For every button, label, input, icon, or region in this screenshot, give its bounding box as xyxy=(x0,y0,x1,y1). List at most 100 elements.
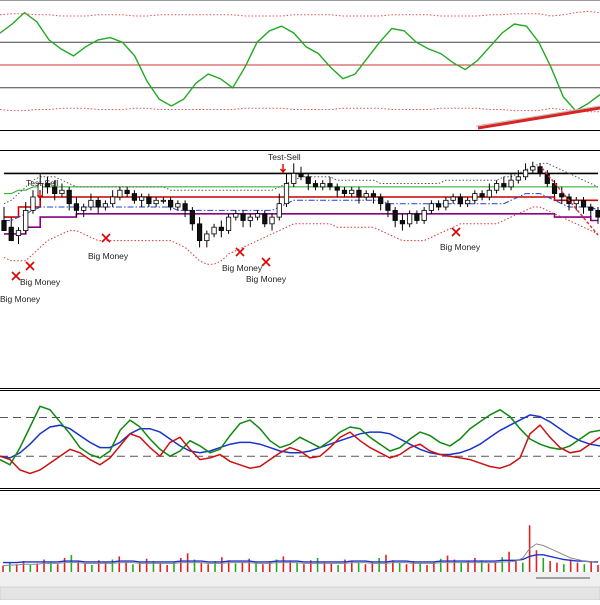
annotation-label: Big Money xyxy=(222,263,263,273)
candle-down xyxy=(436,203,442,208)
candle-up xyxy=(15,230,22,236)
candle-up xyxy=(102,203,109,208)
candle-up xyxy=(421,209,427,221)
candle-down xyxy=(218,226,224,231)
candle-down xyxy=(551,183,558,195)
candle-down xyxy=(559,193,565,198)
candle-down xyxy=(595,209,600,218)
oscillator-series-0 xyxy=(0,11,600,112)
candle-down xyxy=(262,213,268,225)
candle-up xyxy=(175,203,181,208)
candle-down xyxy=(544,173,550,184)
candle-up xyxy=(291,173,297,184)
candle-up xyxy=(465,199,471,205)
candle-down xyxy=(1,220,7,231)
candle-down xyxy=(131,193,137,201)
candle-down xyxy=(414,213,420,221)
candle-up xyxy=(450,196,456,201)
annotation-label: Big Money xyxy=(20,277,61,287)
signal-x-marker xyxy=(11,271,21,281)
candle-up xyxy=(283,183,290,205)
candle-up xyxy=(110,196,116,205)
candle-down xyxy=(73,203,80,211)
test-sell-arrow xyxy=(279,164,287,174)
volume-pane xyxy=(2,525,599,572)
candle-down xyxy=(44,183,51,188)
volume-ma-0 xyxy=(3,554,598,564)
candle-down xyxy=(370,193,377,198)
candle-down xyxy=(334,186,340,191)
candle-up xyxy=(247,216,253,221)
candle-down xyxy=(298,173,304,178)
candle-up xyxy=(88,199,94,208)
projection-line xyxy=(541,167,599,236)
annotation-label: Test-Sell xyxy=(268,152,301,162)
candle-down xyxy=(580,199,587,208)
candle-down xyxy=(457,196,463,205)
candle-down xyxy=(501,183,507,188)
candle-down xyxy=(52,186,58,195)
candle-down xyxy=(196,223,203,242)
candle-down xyxy=(8,226,14,242)
test-sell-arrow xyxy=(36,190,44,200)
candle-down xyxy=(95,199,101,208)
candle-up xyxy=(153,199,159,205)
trend-arrow xyxy=(477,106,600,130)
candle-up xyxy=(269,216,275,225)
dmi-series-0 xyxy=(0,414,600,459)
candle-down xyxy=(146,196,152,205)
candle-up xyxy=(472,193,478,201)
volume-ma-1 xyxy=(2,543,599,567)
candle-down xyxy=(341,189,348,195)
candle-up xyxy=(515,176,521,181)
candle-down xyxy=(189,209,195,225)
candle-down xyxy=(305,176,311,184)
candle-down xyxy=(479,193,485,198)
candle-up xyxy=(443,199,449,208)
candle-down xyxy=(327,183,333,188)
candle-down xyxy=(392,209,398,221)
signal-x-marker xyxy=(451,227,461,237)
candle-up xyxy=(508,179,514,188)
annotation-label: Big Money xyxy=(246,274,287,284)
candle-down xyxy=(356,189,362,198)
oscillator-series-2 xyxy=(0,107,600,113)
candle-down xyxy=(240,213,246,221)
candle-up xyxy=(81,206,87,211)
candle-down xyxy=(537,166,543,174)
price-indicator-3 xyxy=(4,193,599,221)
candle-up xyxy=(233,213,239,218)
annotation-label: Big Money xyxy=(88,251,129,261)
price-indicator-1 xyxy=(4,196,598,218)
candle-up xyxy=(30,196,36,211)
candle-up xyxy=(225,216,232,231)
candle-up xyxy=(276,203,282,218)
candle-up xyxy=(522,169,529,178)
annotation-label: Test-Sell xyxy=(26,178,59,188)
candle-up xyxy=(530,166,536,171)
candle-down xyxy=(182,203,188,211)
candle-up xyxy=(117,189,123,198)
candle-up xyxy=(573,199,579,205)
candle-down xyxy=(385,203,391,211)
signal-x-marker xyxy=(261,257,271,267)
candle-up xyxy=(428,203,434,211)
candle-up xyxy=(493,183,500,191)
oscillator-top-pane xyxy=(0,10,600,130)
candle-down xyxy=(168,199,174,208)
candle-down xyxy=(378,196,384,205)
dmi-pane xyxy=(0,405,600,475)
candle-up xyxy=(349,189,355,195)
candle-down xyxy=(312,183,319,188)
candle-up xyxy=(160,199,166,202)
candle-up xyxy=(23,209,29,231)
signal-x-marker xyxy=(235,247,245,257)
candle-up xyxy=(320,183,326,188)
annotation-label: Big Money xyxy=(0,294,41,304)
candle-up xyxy=(211,226,217,235)
candle-down xyxy=(588,206,594,211)
